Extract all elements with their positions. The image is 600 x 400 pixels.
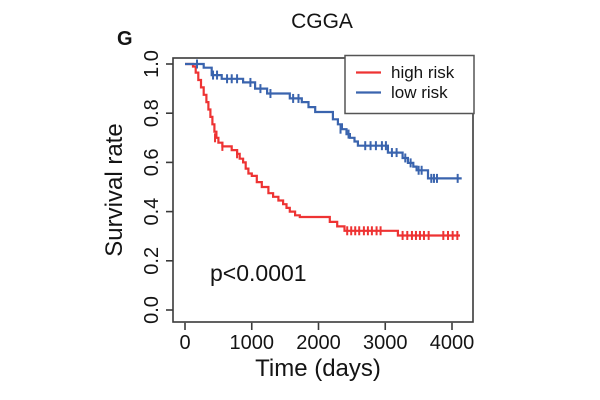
chart-title: CGGA	[291, 10, 353, 33]
legend-label-low-risk: low risk	[391, 83, 448, 102]
panel-label: G	[117, 28, 133, 50]
y-tick-label: 0.8	[141, 99, 163, 127]
y-axis: 0.0 0.2 0.4 0.6 0.8 1.0	[141, 50, 173, 324]
x-tick-label: 1000	[230, 332, 275, 354]
x-axis: 0 1000 2000 3000 4000	[179, 322, 475, 354]
plot-box	[172, 57, 474, 323]
y-tick-label: 0.2	[141, 247, 163, 275]
legend-label-high-risk: high risk	[391, 63, 455, 82]
x-tick-label: 2000	[296, 332, 341, 354]
y-tick-label: 1.0	[141, 50, 163, 78]
survival-curves	[185, 59, 462, 240]
survival-curve-low-risk	[185, 62, 462, 180]
survival-curve-high-risk	[185, 62, 460, 237]
x-tick-label: 3000	[363, 332, 408, 354]
y-tick-label: 0.4	[141, 198, 163, 226]
y-tick-label: 0.0	[141, 296, 163, 324]
y-axis-label: Survival rate	[101, 123, 128, 256]
legend: high risk low risk	[344, 54, 475, 115]
x-tick-label: 0	[179, 332, 190, 354]
y-tick-label: 0.6	[141, 148, 163, 176]
p-value-annotation: p<0.0001	[210, 260, 307, 286]
x-tick-label: 4000	[430, 332, 475, 354]
legend-box	[344, 54, 475, 115]
x-axis-label: Time (days)	[255, 355, 381, 382]
